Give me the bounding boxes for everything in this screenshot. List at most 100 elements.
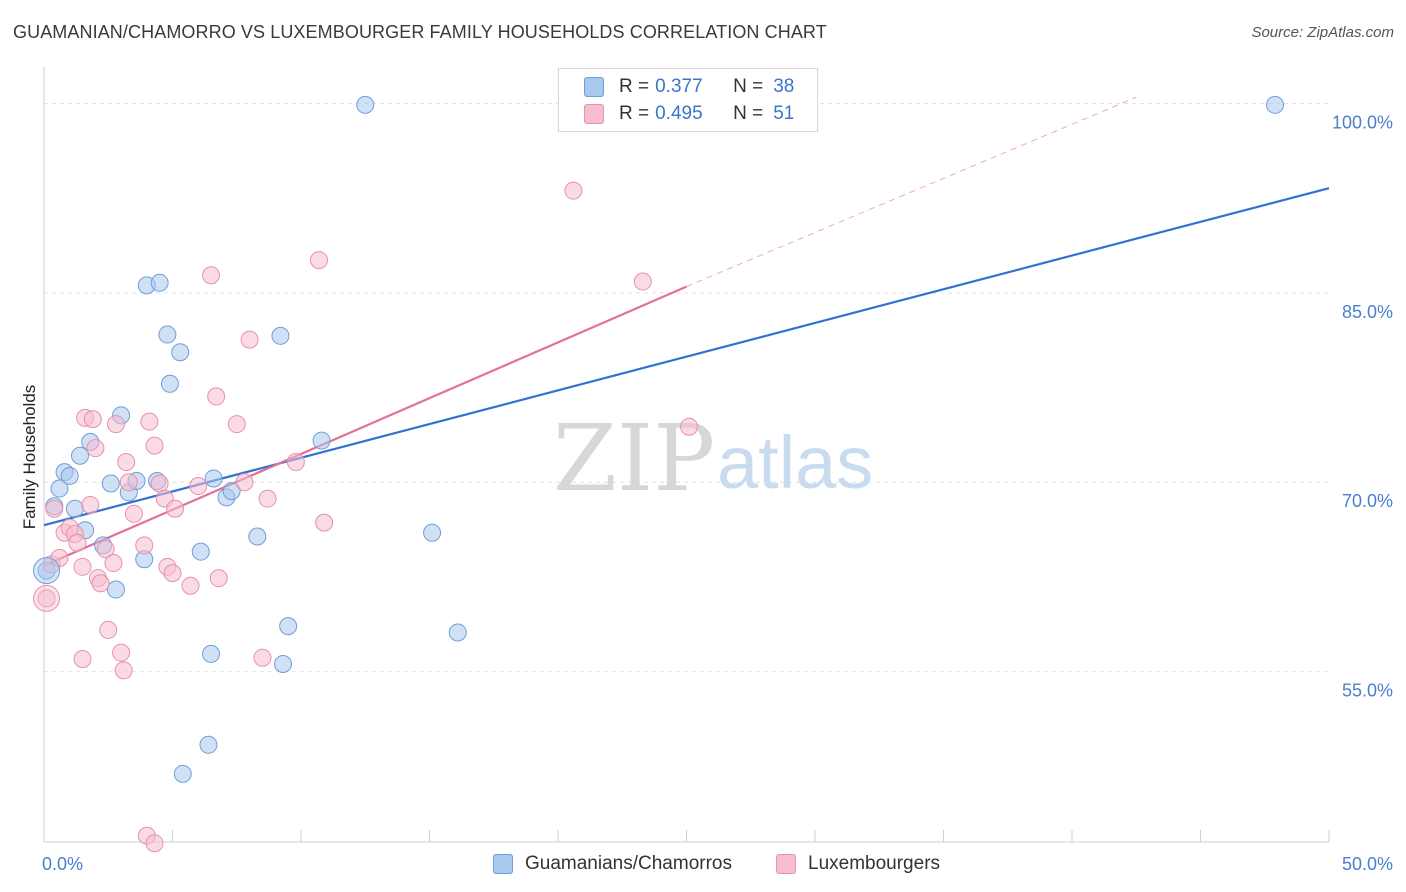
point-guamanian [60, 466, 79, 485]
point-guamanian [448, 623, 467, 642]
legend-item-guamanians: Guamanians/Chamorros [493, 853, 732, 875]
legend-n-value: 51 [773, 103, 795, 124]
point-guamanian [199, 735, 218, 754]
axes [43, 67, 1330, 843]
legend-row-luxembourger: R = 0.495 N = 51 [584, 102, 795, 126]
point-luxembourger [99, 620, 118, 639]
x-tick-label: 50.0% [1342, 854, 1393, 874]
point-luxembourger [227, 415, 246, 434]
legend-r-label: R = [619, 103, 650, 124]
point-guamanian [191, 542, 210, 561]
point-guamanian [101, 474, 120, 493]
point-guamanian [271, 326, 290, 345]
legend-n-label: N = [733, 76, 764, 97]
y-axis-label: Family Households [20, 385, 39, 530]
point-luxembourger [633, 272, 652, 291]
trend-line-guamanian [43, 187, 1330, 527]
point-guamanian [279, 617, 298, 636]
point-luxembourger [240, 330, 259, 349]
x-tick-label: 0.0% [42, 854, 83, 874]
y-tick-label: 100.0% [1332, 113, 1393, 133]
point-luxembourger-cluster [33, 584, 61, 612]
watermark: ZIP atlas [553, 405, 873, 512]
point-luxembourger [166, 499, 185, 518]
legend-swatch-pink [584, 104, 604, 124]
point-luxembourger [140, 412, 159, 431]
point-guamanian [1266, 95, 1285, 114]
legend-r-label: R = [619, 76, 650, 97]
point-luxembourger [117, 453, 136, 472]
point-luxembourger [73, 557, 92, 576]
point-luxembourger [135, 536, 154, 555]
point-guamanian [171, 343, 190, 362]
y-tick-label: 55.0% [1342, 681, 1393, 701]
point-guamanian [65, 499, 84, 518]
legend-n-value: 38 [773, 76, 795, 97]
point-luxembourger [207, 387, 226, 406]
point-guamanian [204, 469, 223, 488]
point-luxembourger [145, 834, 164, 853]
point-luxembourger [163, 564, 182, 583]
y-tick-label: 85.0% [1342, 302, 1393, 322]
data-points [33, 95, 1285, 853]
point-luxembourger [68, 533, 87, 552]
point-luxembourger [253, 648, 272, 667]
point-luxembourger [106, 415, 125, 434]
point-luxembourger [315, 513, 334, 532]
legend-r-value: 0.495 [655, 103, 703, 124]
point-luxembourger [119, 473, 138, 492]
point-luxembourger [83, 410, 102, 429]
point-guamanian [150, 273, 169, 292]
point-luxembourger [104, 554, 123, 573]
point-guamanian [70, 446, 89, 465]
point-guamanian-cluster [33, 557, 61, 585]
grid-lines [44, 103, 1329, 673]
point-luxembourger [86, 439, 105, 458]
point-guamanian [50, 479, 69, 498]
point-guamanian [312, 431, 331, 450]
point-guamanian [202, 644, 221, 663]
point-guamanian [356, 95, 375, 114]
y-tick-labels: 100.0% 85.0% 70.0% 55.0% [1332, 113, 1393, 701]
point-luxembourger [181, 576, 200, 595]
point-luxembourger [96, 540, 115, 559]
point-luxembourger [81, 495, 100, 514]
point-guamanian [423, 523, 442, 542]
legend-swatch-pink [776, 854, 796, 874]
point-luxembourger [235, 473, 254, 492]
point-guamanian [274, 655, 293, 674]
y-tick-label: 70.0% [1342, 491, 1393, 511]
watermark-atlas: atlas [717, 421, 873, 504]
point-luxembourger [680, 417, 699, 436]
trend-line-luxembourger [43, 285, 687, 567]
legend-r-value: 0.377 [655, 76, 703, 97]
legend-item-luxembourgers: Luxembourgers [776, 853, 940, 875]
point-luxembourger [145, 436, 164, 455]
point-luxembourger [258, 489, 277, 508]
legend-n-label: N = [733, 103, 764, 124]
trend-line-extension [686, 96, 1137, 288]
chart-title: GUAMANIAN/CHAMORRO VS LUXEMBOURGER FAMIL… [13, 22, 827, 42]
point-luxembourger [91, 574, 110, 593]
stats-legend: R = 0.377 N = 38 R = 0.495 N = 51 [558, 68, 818, 132]
point-luxembourger [286, 453, 305, 472]
legend-row-guamanian: R = 0.377 N = 38 [584, 75, 795, 99]
point-luxembourger [202, 266, 221, 285]
point-luxembourger [73, 649, 92, 668]
point-luxembourger [150, 474, 169, 493]
point-guamanian [222, 482, 241, 501]
point-guamanian [248, 527, 267, 546]
point-luxembourger [564, 181, 583, 200]
x-tick-labels: 0.0% 50.0% [42, 854, 1393, 874]
point-guamanian [160, 374, 179, 393]
point-guamanian [106, 580, 125, 599]
source-label: Source: ZipAtlas.com [1251, 24, 1394, 41]
point-luxembourger [309, 251, 328, 270]
point-luxembourger [209, 569, 228, 588]
point-luxembourger [124, 504, 143, 523]
point-guamanian [173, 764, 192, 783]
point-luxembourger [189, 477, 208, 496]
point-luxembourger [45, 499, 64, 518]
legend-label-guamanians: Guamanians/Chamorros [525, 853, 732, 874]
